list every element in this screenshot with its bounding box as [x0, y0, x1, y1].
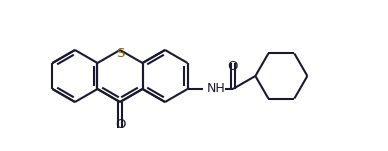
- Text: NH: NH: [207, 82, 226, 95]
- Text: S: S: [116, 47, 124, 60]
- Text: O: O: [228, 60, 238, 73]
- Text: O: O: [115, 118, 125, 131]
